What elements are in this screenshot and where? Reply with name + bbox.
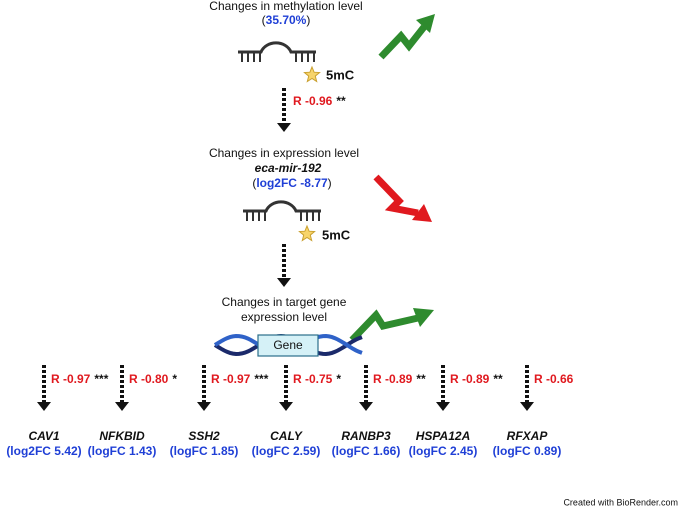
significance: * bbox=[172, 372, 177, 386]
rna-icon bbox=[238, 41, 316, 62]
gene-name: RFXAP bbox=[507, 429, 549, 443]
level-value: 35.70% bbox=[266, 13, 307, 27]
gene-name: CAV1 bbox=[28, 429, 59, 443]
r-value: R -0.97 bbox=[211, 372, 251, 386]
significance: *** bbox=[254, 372, 268, 386]
gene-fold-change: (logFC 1.66) bbox=[332, 444, 401, 458]
arrow-head bbox=[197, 402, 211, 411]
r-value: R -0.89 bbox=[373, 372, 413, 386]
gene-box bbox=[257, 334, 319, 357]
star bbox=[303, 65, 321, 83]
gene-fold-change: (log2FC 5.42) bbox=[6, 444, 81, 458]
mark-5mc: 5mC bbox=[326, 67, 355, 82]
trend-arrow-head bbox=[412, 204, 432, 222]
significance: ** bbox=[493, 372, 503, 386]
trend-arrow-head bbox=[416, 14, 435, 33]
gene-correlation: R -0.97 *** bbox=[211, 372, 269, 386]
paren: ( bbox=[262, 13, 266, 27]
gene-fold-change: (logFC 2.59) bbox=[252, 444, 321, 458]
gene-box-label: Gene bbox=[273, 338, 303, 352]
gene-correlation: R -0.89 ** bbox=[450, 372, 503, 386]
r-value: R -0.96 bbox=[293, 94, 333, 108]
paren: ) bbox=[306, 13, 310, 27]
rna-backbone bbox=[238, 41, 316, 54]
trend-arrow-head bbox=[413, 308, 434, 327]
arrow-head bbox=[115, 402, 129, 411]
rna-backbone bbox=[243, 200, 321, 213]
methylation-level: (35.70%) bbox=[262, 13, 311, 27]
gene-name: CALY bbox=[270, 429, 303, 443]
arrow-head bbox=[279, 402, 293, 411]
mirna-fold-change: (log2FC -8.77) bbox=[252, 176, 331, 190]
methylation-title: Changes in methylation level bbox=[209, 0, 362, 13]
correlation: R -0.96 ** bbox=[293, 94, 346, 108]
r-value: R -0.75 bbox=[293, 372, 333, 386]
gene-correlation: R -0.75 * bbox=[293, 372, 341, 386]
gene-fold-change: (logFC 0.89) bbox=[493, 444, 562, 458]
fc-value: log2FC -8.77 bbox=[256, 176, 328, 190]
mirna-name: eca-mir-192 bbox=[255, 161, 322, 175]
r-value: R -0.97 bbox=[51, 372, 91, 386]
gene-name: HSPA12A bbox=[416, 429, 470, 443]
target-title: Changes in target gene bbox=[222, 295, 347, 309]
rna-icon bbox=[243, 200, 321, 221]
target-title: expression level bbox=[241, 310, 327, 324]
footer: Created with BioRender.com bbox=[563, 497, 678, 506]
significance: * bbox=[336, 372, 341, 386]
gene-correlation: R -0.66 bbox=[534, 372, 574, 386]
arrow-head bbox=[277, 278, 291, 287]
arrow-head bbox=[37, 402, 51, 411]
arrow-head bbox=[277, 123, 291, 132]
r-value: R -0.80 bbox=[129, 372, 169, 386]
expression-title: Changes in expression level bbox=[209, 146, 359, 160]
arrow-head bbox=[436, 402, 450, 411]
significance: *** bbox=[94, 372, 108, 386]
trend-arrow bbox=[349, 309, 419, 343]
gene-fold-change: (logFC 2.45) bbox=[409, 444, 478, 458]
r-value: R -0.89 bbox=[450, 372, 490, 386]
significance: ** bbox=[336, 94, 346, 108]
gene-correlation: R -0.80 * bbox=[129, 372, 177, 386]
gene-correlation: R -0.97 *** bbox=[51, 372, 109, 386]
paren: ( bbox=[252, 176, 256, 190]
star bbox=[298, 224, 316, 242]
gene-name: SSH2 bbox=[188, 429, 220, 443]
r-value: R -0.66 bbox=[534, 372, 574, 386]
trend-arrow bbox=[373, 174, 419, 217]
paren: ) bbox=[328, 176, 332, 190]
gene-name: RANBP3 bbox=[341, 429, 391, 443]
dna-icon: Gene bbox=[213, 333, 363, 357]
arrow-head bbox=[520, 402, 534, 411]
gene-name: NFKBID bbox=[99, 429, 145, 443]
gene-correlation: R -0.89 ** bbox=[373, 372, 426, 386]
gene-fold-change: (logFC 1.43) bbox=[88, 444, 157, 458]
arrow-head bbox=[359, 402, 373, 411]
gene-fold-change: (logFC 1.85) bbox=[170, 444, 239, 458]
trend-arrow bbox=[378, 24, 427, 60]
mark-5mc: 5mC bbox=[322, 227, 351, 242]
significance: ** bbox=[416, 372, 426, 386]
